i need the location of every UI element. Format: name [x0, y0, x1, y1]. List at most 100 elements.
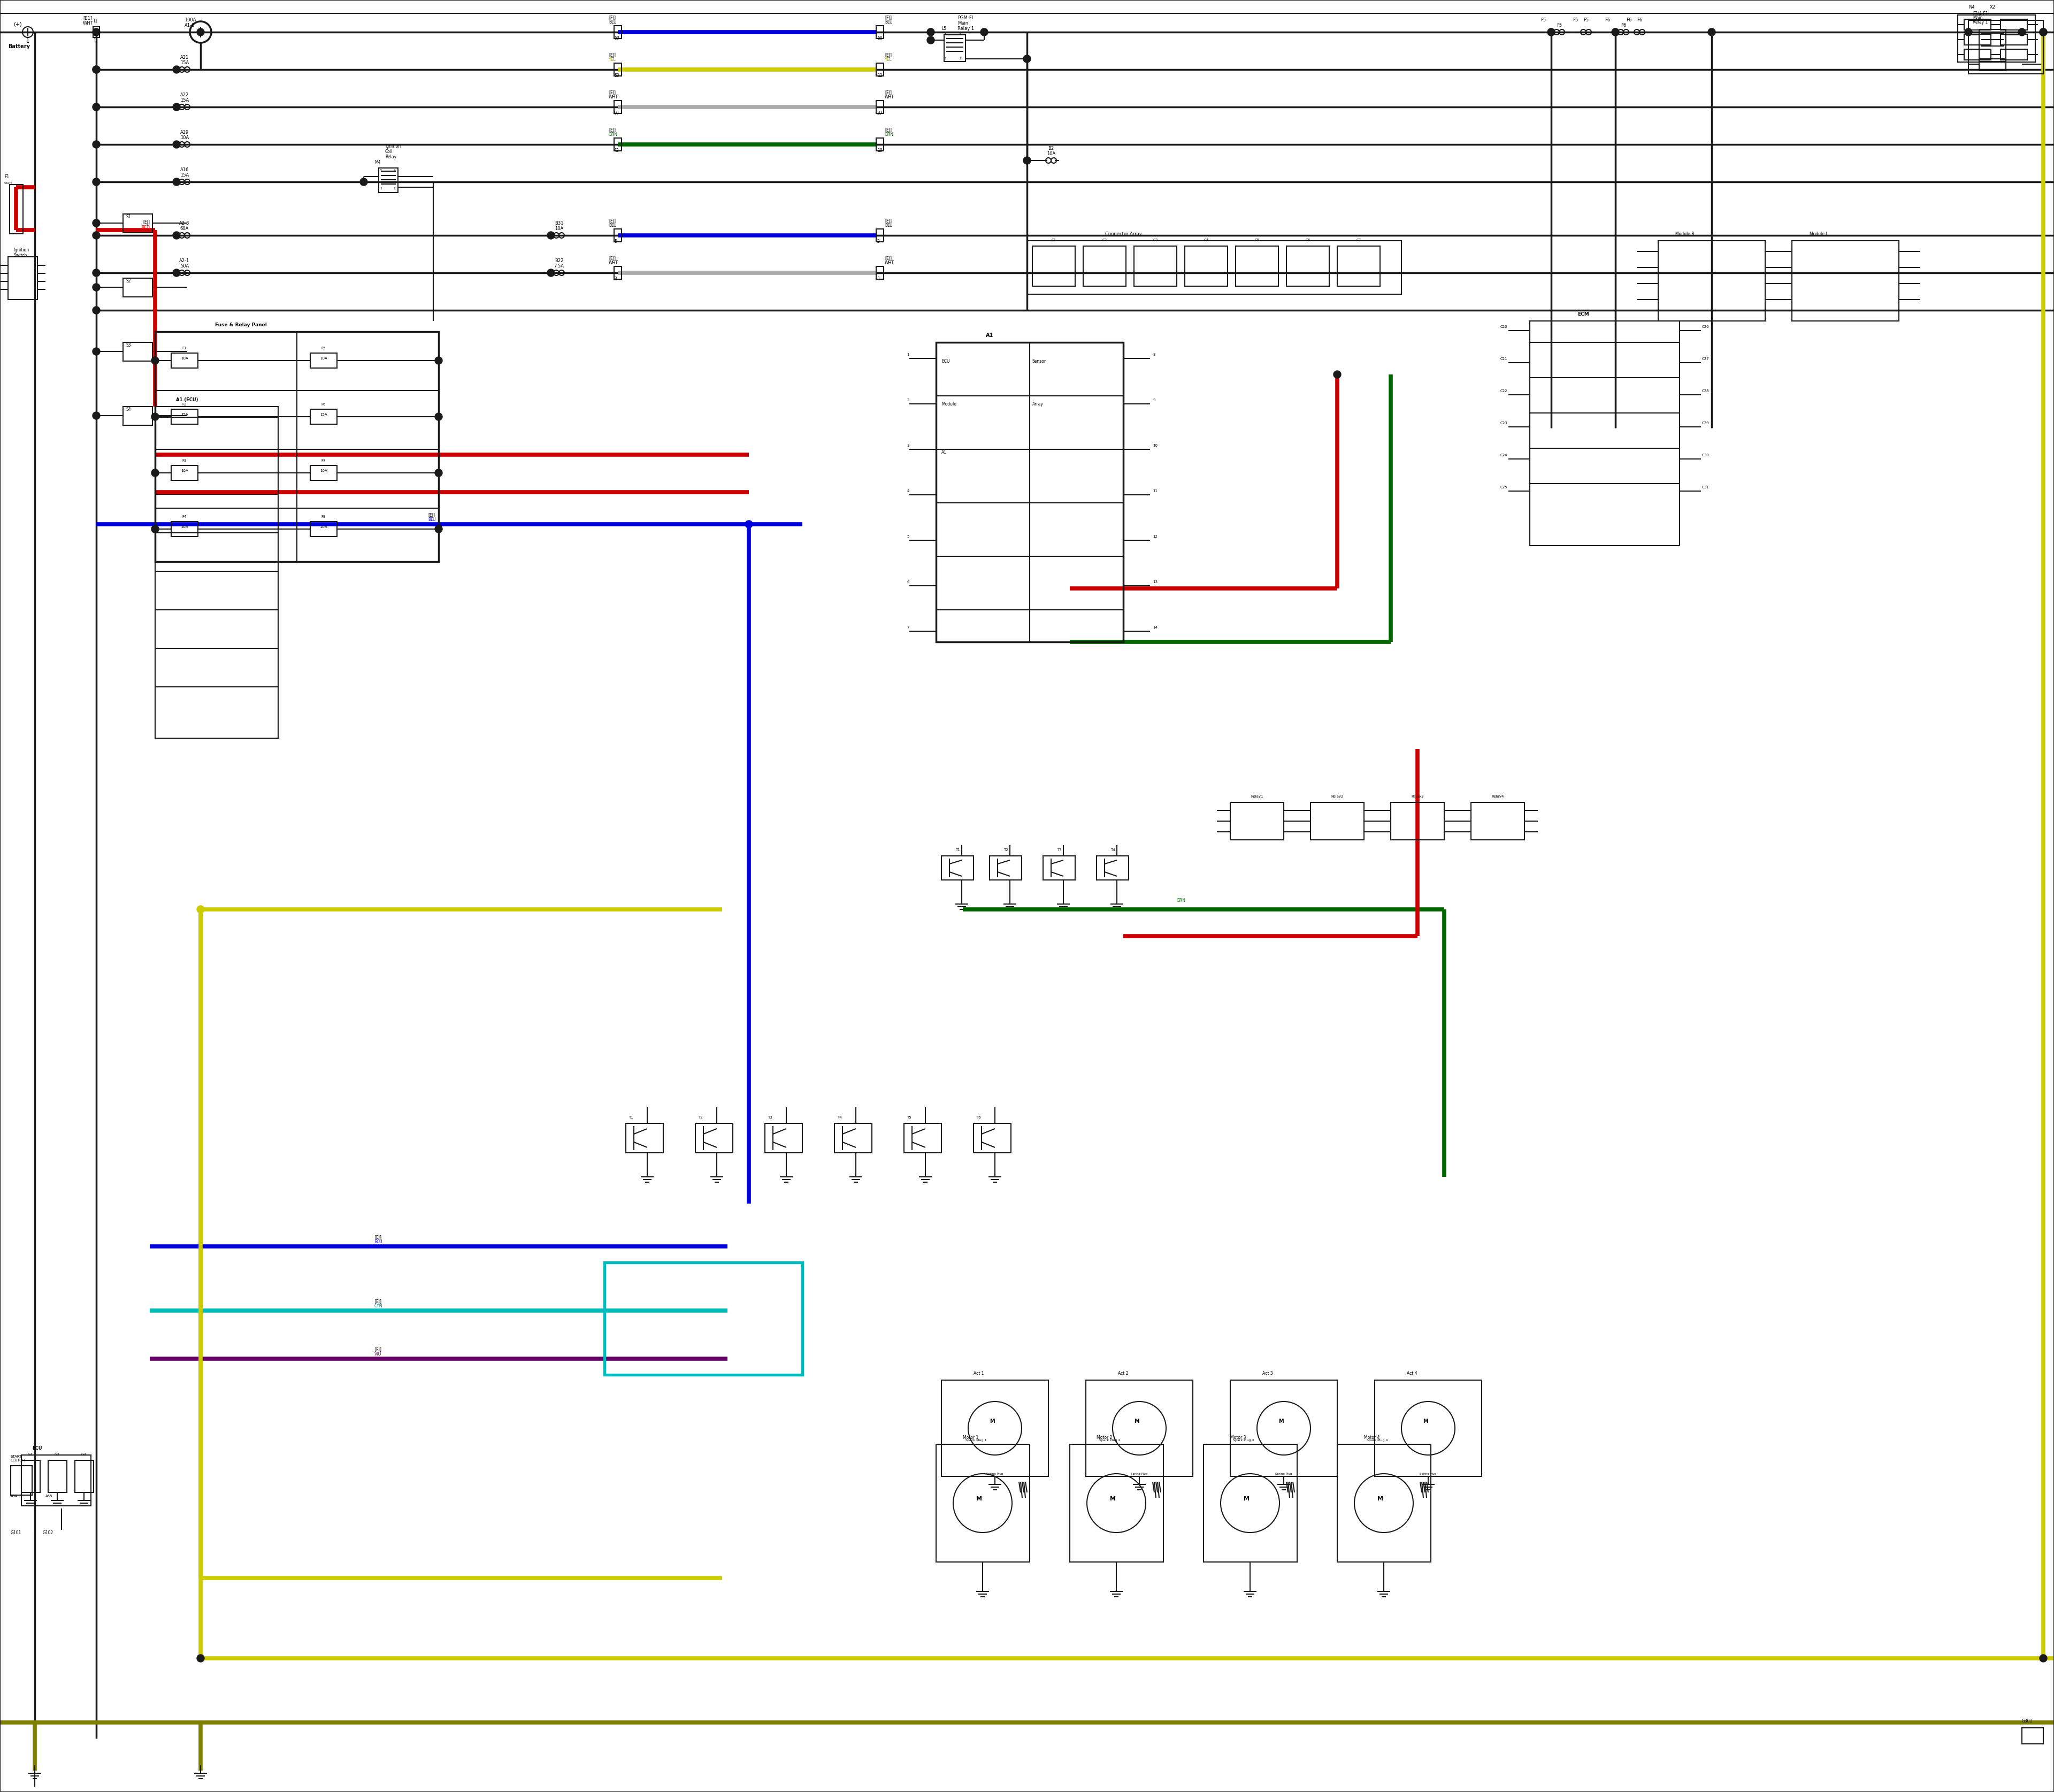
Circle shape — [197, 29, 203, 36]
Text: Spring Plug: Spring Plug — [986, 1473, 1002, 1475]
Text: S3: S3 — [125, 342, 131, 348]
Bar — [604, 1262, 803, 1374]
Text: 1: 1 — [877, 276, 879, 281]
Text: M4: M4 — [374, 159, 380, 165]
Text: C2: C2 — [1103, 238, 1107, 242]
Bar — [1374, 1380, 1481, 1477]
Circle shape — [1966, 29, 1972, 36]
Text: 10A: 10A — [181, 136, 189, 140]
Text: 5: 5 — [908, 536, 910, 538]
Text: GRN: GRN — [885, 133, 893, 136]
Text: 1: 1 — [380, 186, 382, 190]
Text: YEL: YEL — [608, 57, 616, 63]
Bar — [310, 353, 337, 367]
Bar — [1185, 246, 1228, 287]
Text: Module R: Module R — [1676, 231, 1695, 237]
Bar — [123, 278, 152, 297]
Text: 10A: 10A — [555, 226, 563, 231]
Text: 19: 19 — [877, 149, 883, 152]
Circle shape — [152, 525, 158, 532]
Text: [EJ]: [EJ] — [374, 1235, 382, 1240]
Circle shape — [199, 30, 201, 34]
Text: T2: T2 — [698, 1116, 702, 1118]
Bar — [1658, 240, 1764, 321]
Text: Relay4: Relay4 — [1491, 796, 1504, 797]
Bar — [1033, 246, 1074, 287]
Bar — [2021, 1727, 2044, 1744]
Text: F5: F5 — [1584, 18, 1588, 23]
Bar — [10, 1466, 33, 1495]
Text: F5: F5 — [320, 346, 327, 349]
Text: Motor 1: Motor 1 — [963, 1435, 978, 1441]
Text: Relay1: Relay1 — [1251, 796, 1263, 797]
Circle shape — [1023, 156, 1031, 165]
Text: F8: F8 — [320, 514, 327, 518]
Text: [E1]: [E1] — [82, 16, 92, 20]
Text: C26: C26 — [1703, 324, 1709, 328]
Text: 3: 3 — [959, 34, 961, 36]
Text: 12: 12 — [1152, 536, 1158, 538]
Circle shape — [92, 231, 101, 238]
Bar — [2001, 20, 2027, 30]
Circle shape — [1612, 29, 1619, 36]
Text: G2: G2 — [55, 1453, 60, 1457]
Circle shape — [152, 470, 158, 477]
Text: WHT: WHT — [885, 260, 893, 265]
Bar — [1087, 1380, 1193, 1477]
Text: 8: 8 — [1152, 353, 1154, 357]
Bar — [941, 1380, 1048, 1477]
Circle shape — [173, 66, 181, 73]
Text: [EJ]: [EJ] — [608, 127, 616, 133]
Text: Start: Start — [4, 181, 12, 185]
Text: M: M — [1376, 1496, 1382, 1502]
Text: 11: 11 — [1152, 489, 1158, 493]
Circle shape — [926, 29, 935, 36]
Text: F2: F2 — [183, 403, 187, 407]
Text: F6: F6 — [1627, 18, 1631, 23]
Text: C23: C23 — [1499, 421, 1508, 425]
Text: 2: 2 — [877, 238, 879, 244]
Bar — [310, 409, 337, 425]
Bar — [1204, 1444, 1298, 1563]
Text: [EJ]: [EJ] — [885, 127, 891, 133]
Text: CYN: CYN — [374, 1303, 382, 1308]
Bar — [974, 1124, 1011, 1152]
Circle shape — [152, 412, 158, 421]
Circle shape — [92, 219, 101, 228]
Text: [EJ]: [EJ] — [885, 219, 891, 224]
Text: 3: 3 — [908, 444, 910, 448]
Text: B31: B31 — [555, 220, 563, 226]
Circle shape — [980, 29, 988, 36]
Circle shape — [546, 231, 555, 238]
Text: C30: C30 — [1703, 453, 1709, 457]
Text: 3: 3 — [614, 276, 616, 281]
Bar — [937, 342, 1124, 642]
Circle shape — [92, 104, 101, 111]
Text: T4: T4 — [1111, 848, 1115, 851]
Text: A22: A22 — [181, 93, 189, 97]
Text: [EJ]: [EJ] — [608, 90, 616, 95]
Text: 59: 59 — [614, 36, 618, 41]
Text: 20A: 20A — [181, 525, 189, 529]
Bar — [10, 185, 23, 233]
Circle shape — [1547, 29, 1555, 36]
Text: Motor 4: Motor 4 — [1364, 1435, 1380, 1441]
Bar — [1043, 857, 1074, 880]
Text: Switch: Switch — [14, 253, 27, 258]
Text: BLU: BLU — [427, 518, 435, 521]
Bar — [626, 1124, 663, 1152]
Bar — [123, 213, 152, 233]
Text: 10A: 10A — [181, 470, 189, 473]
Text: [EJ]: [EJ] — [608, 54, 616, 57]
Text: 7: 7 — [908, 625, 910, 629]
Text: RED: RED — [142, 226, 150, 229]
Text: C25: C25 — [1499, 486, 1508, 489]
Text: 4: 4 — [908, 489, 910, 493]
Text: Ignition: Ignition — [14, 247, 29, 253]
Text: BLU: BLU — [885, 20, 893, 25]
Text: G1: G1 — [29, 1453, 33, 1457]
Text: S1: S1 — [125, 215, 131, 219]
Text: C1: C1 — [1052, 238, 1056, 242]
Text: Act 3: Act 3 — [1263, 1371, 1273, 1376]
Bar — [92, 27, 99, 38]
